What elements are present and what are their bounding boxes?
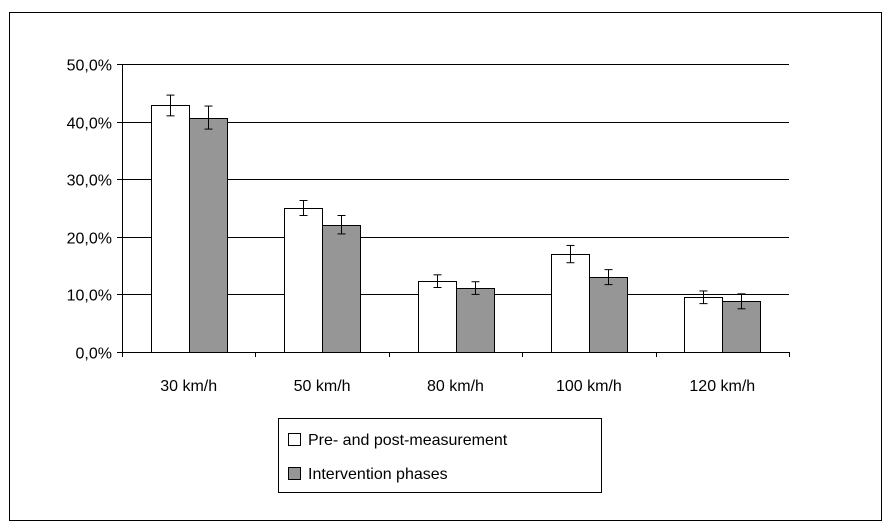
bar-pre-post — [684, 297, 723, 353]
x-tick-label: 80 km/h — [427, 378, 484, 395]
bar-pre-post — [551, 254, 590, 353]
legend-label: Pre- and post-measurement — [308, 432, 508, 449]
y-tick-label: 40,0% — [67, 116, 112, 133]
bar-intervention — [456, 288, 495, 353]
y-tick-label: 0,0% — [76, 346, 112, 363]
legend-label: Intervention phases — [308, 466, 448, 483]
legend-box — [278, 418, 602, 493]
axes: 0,0% 10,0% 20,0% 30,0% 40,0% 50,0% 30 km/h 50 k… — [67, 58, 790, 395]
x-tick-label: 50 km/h — [294, 378, 351, 395]
y-tick-label: 50,0% — [67, 58, 112, 75]
bar-pre-post — [151, 105, 190, 353]
bars — [151, 105, 761, 353]
y-tick-label: 10,0% — [67, 288, 112, 305]
y-tick-label: 20,0% — [67, 231, 112, 248]
error-bars — [166, 94, 746, 310]
legend-swatch — [288, 467, 301, 480]
gridlines — [122, 64, 789, 295]
x-tick-label: 100 km/h — [556, 378, 622, 395]
bar-pre-post — [418, 281, 457, 353]
x-tick-label: 30 km/h — [160, 378, 217, 395]
y-tick-label: 30,0% — [67, 173, 112, 190]
bar-pre-post — [284, 208, 323, 353]
bar-intervention — [322, 225, 361, 353]
bar-intervention — [189, 118, 228, 353]
bar-intervention — [589, 277, 628, 353]
legend-swatch — [288, 433, 301, 446]
x-tick-label: 120 km/h — [689, 378, 755, 395]
legend: Pre- and post-measurement Intervention ph… — [278, 418, 602, 493]
